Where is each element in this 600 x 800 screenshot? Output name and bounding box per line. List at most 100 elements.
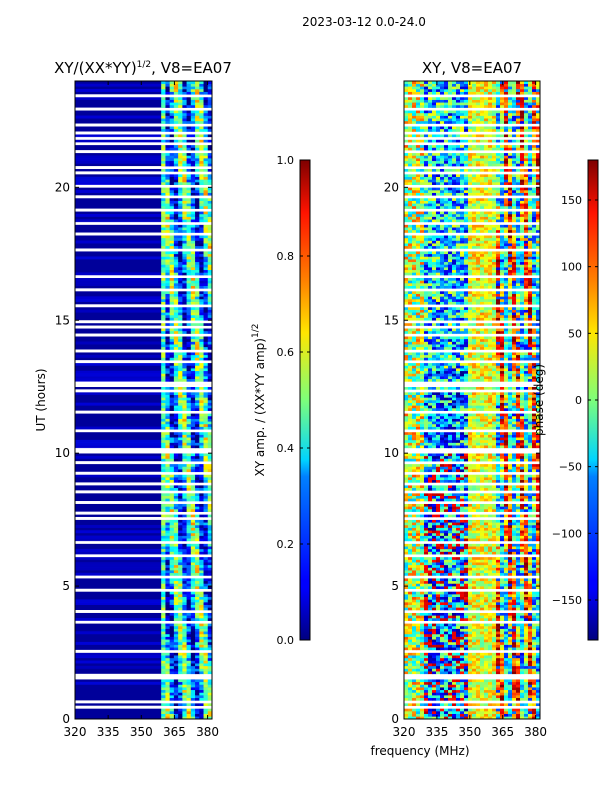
heatmap-cell [444,604,449,608]
heatmap-cell [492,599,497,603]
heatmap-cell [186,200,192,204]
heatmap-cell [165,599,171,603]
heatmap-cell [432,689,437,693]
heatmap-cell [496,599,501,603]
heatmap-cell [165,346,171,350]
heatmap-cell [500,647,505,651]
heatmap-cell [182,583,187,587]
heatmap-cell [161,506,166,510]
heatmap-cell [408,636,413,640]
heatmap-cell [408,538,413,542]
heatmap-cell [504,551,509,555]
heatmap-cell [178,711,183,714]
heatmap-cell [408,671,413,675]
heatmap-cell [480,498,485,502]
heatmap-cell [436,519,441,523]
colorbar-tick-label: 1.0 [277,154,295,167]
heatmap-cell [173,671,179,675]
heatmap-cell [178,376,183,380]
heatmap-cell [182,139,187,143]
heatmap-cell [428,485,433,489]
heatmap-cell [532,716,537,719]
heatmap-cell [190,493,196,496]
heatmap-cell [528,570,533,574]
heatmap-cell [484,495,489,499]
heatmap-cell [161,251,166,255]
heatmap-cell [169,237,175,241]
heatmap-cell [199,200,204,204]
heatmap-cell [173,458,179,462]
heatmap-cell [436,679,441,683]
heatmap-cell [432,546,437,550]
heatmap-cell [476,692,481,696]
heatmap-cell [190,179,196,183]
heatmap-gap [75,447,212,451]
heatmap-cell [169,160,175,164]
heatmap-cell [195,684,200,688]
heatmap-cell [169,652,175,656]
heatmap-cell [524,668,529,672]
heatmap-cell [178,365,183,369]
heatmap-cell [190,102,196,106]
heatmap-cell [186,267,192,271]
heatmap-cell [460,530,465,534]
heatmap-cell [420,716,425,719]
heatmap-cell [195,144,200,148]
heatmap-cell [207,197,212,201]
heatmap-cell [452,506,457,510]
heatmap-cell [468,599,473,603]
heatmap-cell [408,498,413,502]
heatmap-cell [456,602,461,605]
heatmap-cell [190,487,196,491]
heatmap-cell [440,628,445,632]
heatmap-cell [420,495,425,499]
heatmap-cell [203,200,209,204]
heatmap-cell [516,689,521,693]
heatmap-cell [161,200,166,204]
heatmap-cell [182,445,187,449]
heatmap-cell [420,487,425,491]
heatmap-cell [173,120,179,124]
heatmap-cell [161,312,166,316]
heatmap-cell [173,437,179,441]
heatmap-cell [456,522,461,526]
heatmap-cell [524,591,529,595]
heatmap-cell [203,394,209,398]
heatmap-cell [520,684,525,688]
heatmap-cell [173,229,179,233]
heatmap-cell [476,599,481,603]
heatmap-cell [520,586,525,590]
heatmap-cell [161,392,166,395]
heatmap-cell [536,580,540,584]
heatmap-cell [195,668,200,672]
heatmap-gap [404,705,540,709]
heatmap-cell [165,91,171,95]
heatmap-cell [207,259,212,263]
heatmap-cell [178,572,183,576]
heatmap-cell [512,498,517,502]
heatmap-cell [207,660,212,664]
heatmap-cell [178,285,183,289]
heatmap-cell [444,697,449,701]
heatmap-cell [500,594,505,598]
heatmap-cell [536,495,540,499]
heatmap-cell [199,660,204,664]
heatmap-cell [203,716,209,719]
heatmap-cell [182,530,187,534]
heatmap-cell [512,628,517,632]
heatmap-cell [173,405,179,409]
heatmap-cell [480,711,485,714]
heatmap-cell [195,213,200,217]
heatmap-cell [512,602,517,605]
heatmap-cell [500,687,505,691]
heatmap-gap [75,94,212,98]
heatmap-cell [476,551,481,555]
heatmap-cell [169,578,175,582]
heatmap-cell [161,413,166,417]
heatmap-cell [173,216,179,220]
heatmap-cell [199,213,204,217]
heatmap-cell [496,713,501,717]
heatmap-cell [536,506,540,510]
heatmap-cell [186,413,192,417]
heatmap-cell [173,277,179,281]
